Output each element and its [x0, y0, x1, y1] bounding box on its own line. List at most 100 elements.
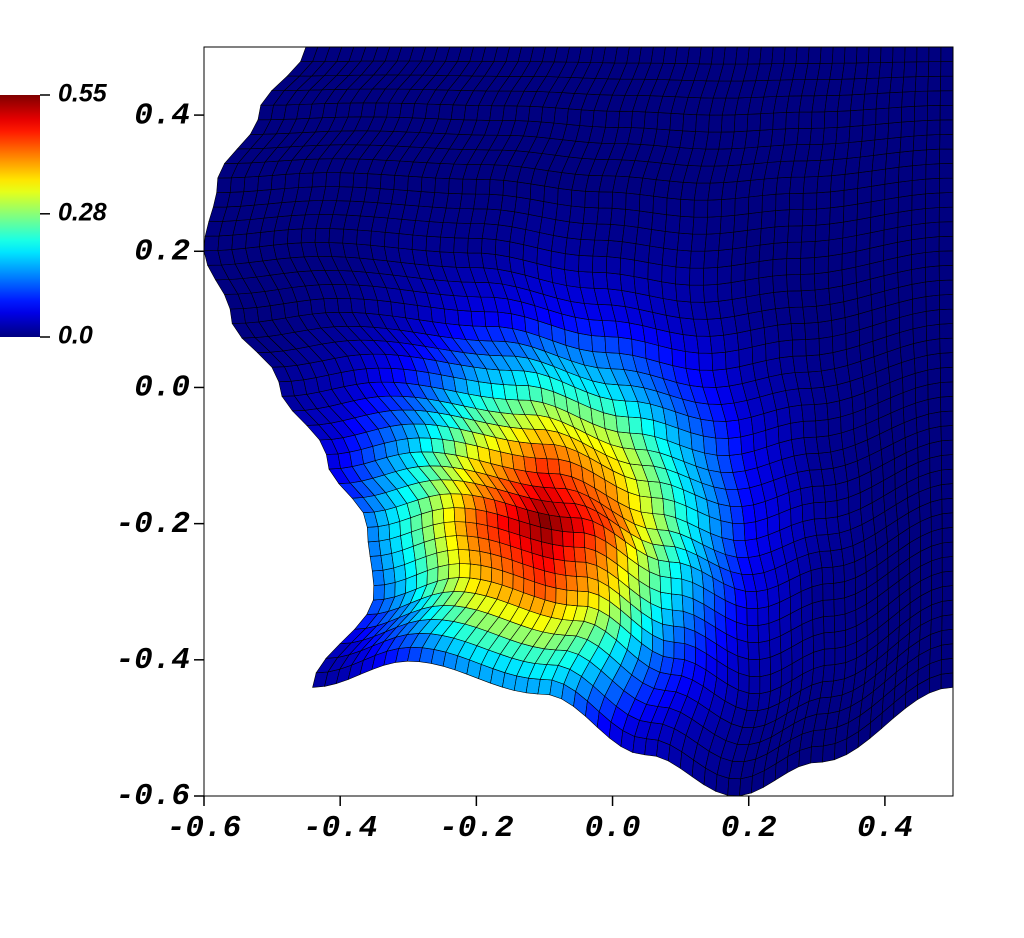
mesh-cell: [819, 352, 835, 372]
mesh-cell: [798, 95, 815, 113]
mesh-cell: [604, 336, 620, 354]
mesh-cell: [841, 266, 857, 287]
mesh-cell: [527, 105, 544, 123]
mesh-cell: [925, 163, 940, 180]
mesh-cell: [644, 738, 659, 757]
mesh-cell: [399, 102, 415, 119]
mesh-cell: [620, 241, 637, 261]
mesh-cell: [481, 252, 498, 270]
mesh-cell: [843, 188, 859, 207]
mesh-cell: [745, 590, 759, 609]
mesh-cell: [875, 107, 890, 125]
mesh-cell: [842, 219, 858, 239]
x-tick-label: 0.2: [721, 811, 777, 846]
mesh-cell: [925, 323, 941, 341]
mesh-cell: [465, 521, 479, 538]
mesh-cell: [772, 112, 787, 130]
mesh-cell: [377, 524, 391, 542]
mesh-cell: [901, 105, 915, 123]
mesh-cell: [925, 294, 940, 312]
mesh-cell: [732, 229, 748, 250]
mesh-cell: [707, 199, 722, 218]
mesh-cell: [426, 221, 444, 238]
mesh-cell: [861, 124, 877, 142]
mesh-cell: [821, 566, 835, 585]
mesh-cell: [550, 250, 566, 270]
mesh-cell: [814, 287, 831, 307]
mesh-cell: [737, 672, 750, 694]
mesh-cell: [534, 457, 549, 474]
mesh-cell: [875, 92, 891, 110]
mesh-cell: [802, 192, 818, 210]
mesh-cell: [801, 208, 817, 227]
mesh-cell: [711, 351, 727, 371]
mesh-cell: [833, 597, 846, 617]
mesh-cell: [437, 104, 454, 120]
mesh-cell: [577, 332, 593, 352]
mesh-cell: [544, 585, 557, 604]
mesh-cell: [464, 507, 477, 524]
mesh-cell: [541, 201, 558, 221]
mesh-cell: [350, 298, 367, 314]
mesh-cell: [383, 231, 400, 249]
mesh-cell: [467, 237, 483, 254]
mesh-cell: [823, 648, 836, 666]
mesh-cell: [925, 192, 940, 209]
mesh-cell: [564, 253, 580, 272]
mesh-cell: [870, 183, 886, 203]
mesh-cell: [758, 242, 775, 262]
mesh-cell: [494, 239, 511, 258]
mesh-cell: [841, 62, 857, 80]
mesh-cell: [800, 289, 817, 308]
mesh-cell: [856, 46, 870, 64]
mesh-cell: [475, 508, 488, 526]
mesh-cell: [514, 196, 531, 215]
mesh-cell: [810, 567, 824, 588]
mesh-cell: [941, 556, 954, 573]
mesh-cell: [880, 46, 894, 63]
mesh-cell: [591, 335, 607, 353]
mesh-cell: [864, 77, 880, 95]
mesh-cell: [269, 303, 286, 321]
mesh-cell: [765, 341, 780, 361]
mesh-cell: [939, 148, 954, 165]
mesh-cell: [711, 46, 726, 65]
mesh-cell: [926, 134, 941, 151]
mesh-cell: [759, 656, 772, 678]
mesh-cell: [800, 241, 816, 259]
mesh-cell: [689, 267, 705, 286]
mesh-cell: [915, 61, 930, 78]
mesh-cell: [941, 614, 954, 631]
mesh-cell: [748, 658, 761, 678]
mesh-cell: [509, 226, 527, 246]
mesh-cell: [941, 526, 954, 544]
mesh-cell: [831, 158, 848, 177]
mesh-cell: [928, 425, 942, 444]
mesh-cell: [926, 352, 941, 371]
mesh-cell: [942, 585, 954, 602]
mesh-cell: [811, 599, 824, 620]
mesh-cell: [715, 437, 730, 456]
mesh-cell: [625, 192, 641, 212]
mesh-cell: [914, 76, 929, 92]
mesh-cell: [916, 46, 930, 63]
mesh-cell: [832, 464, 848, 485]
mesh-cell: [883, 226, 899, 246]
mesh-cell: [826, 400, 841, 420]
mesh-cell: [675, 283, 692, 303]
mesh-cell: [371, 569, 385, 586]
mesh-cell: [927, 396, 942, 415]
mesh-cell: [795, 46, 810, 64]
mesh-cell: [360, 102, 377, 118]
mesh-cell: [476, 105, 492, 121]
mesh-cell: [778, 339, 794, 359]
mesh-cell: [503, 384, 519, 401]
mesh-cell: [682, 113, 697, 132]
mesh-cell: [748, 675, 761, 695]
mesh-cell: [897, 209, 913, 228]
mesh-cell: [703, 250, 720, 269]
mesh-cell: [664, 214, 681, 234]
mesh-cell: [551, 543, 565, 562]
mesh-cell: [378, 538, 393, 556]
mesh-cell: [829, 301, 846, 321]
